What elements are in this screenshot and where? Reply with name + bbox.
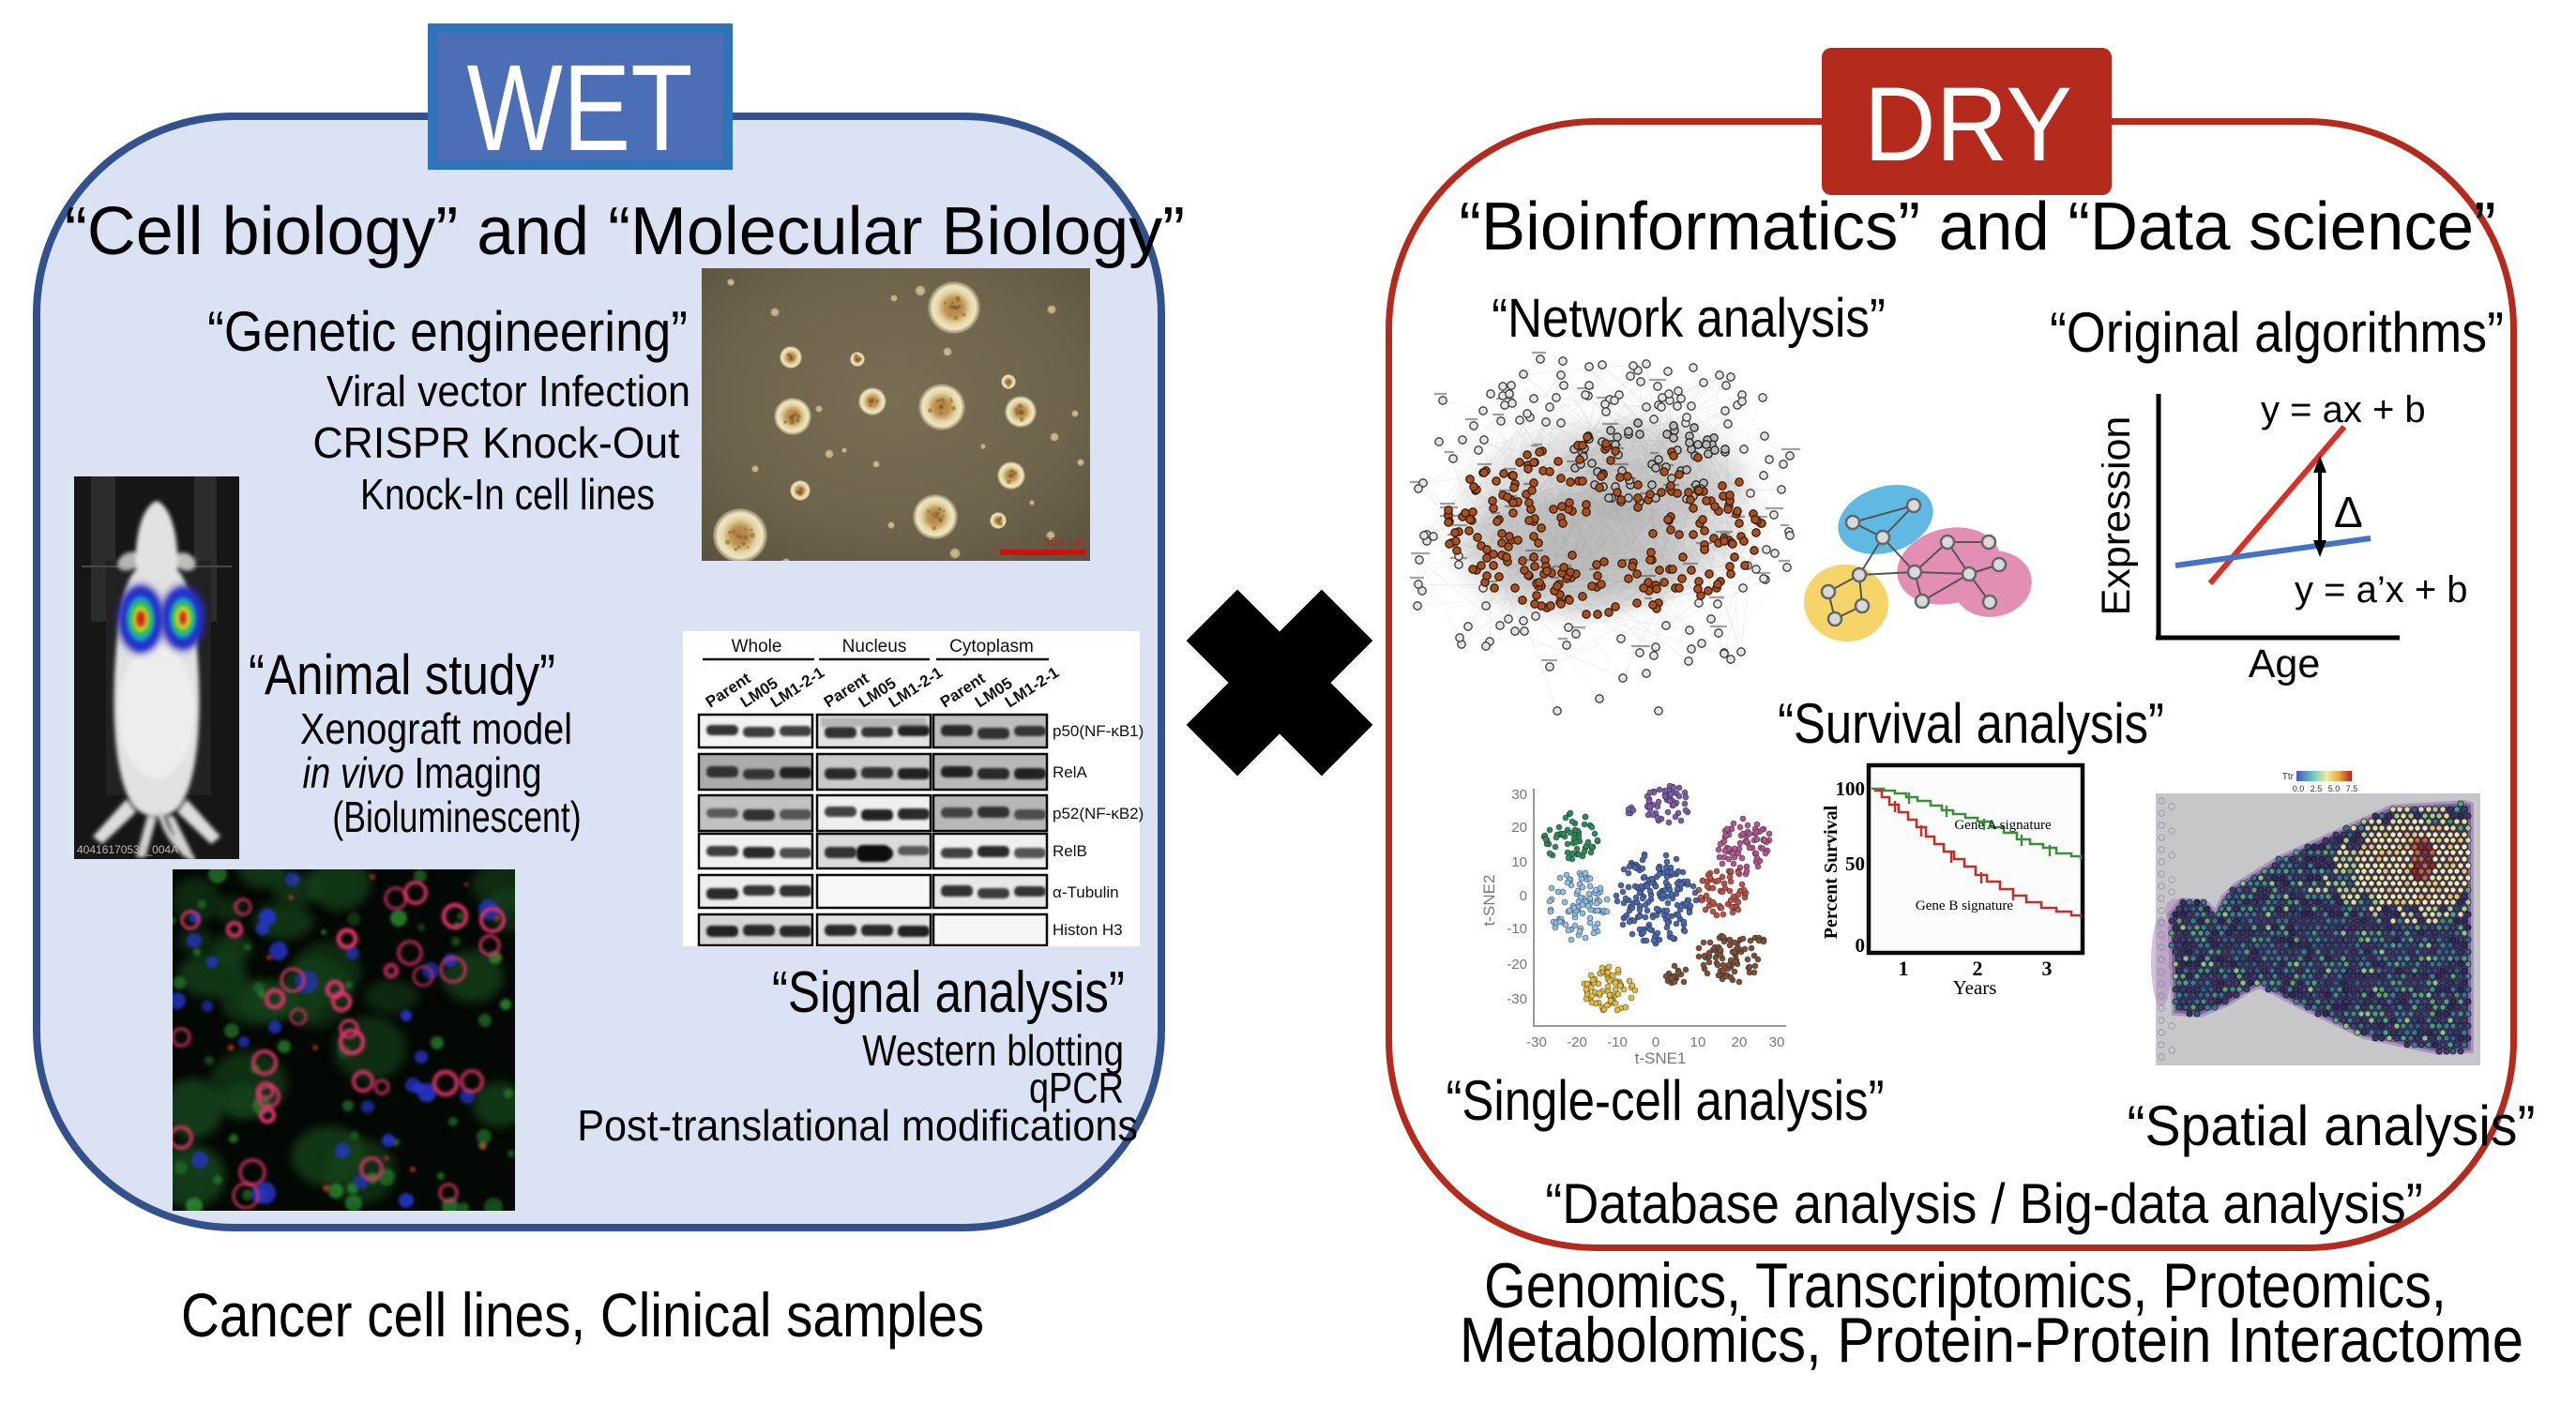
svg-text:3: 3 xyxy=(2042,957,2053,980)
svg-text:Gene A signature: Gene A signature xyxy=(1954,818,2052,833)
svg-text:Cytoplasm: Cytoplasm xyxy=(949,637,1034,656)
svg-text:30: 30 xyxy=(1769,1034,1785,1050)
svg-text:-30: -30 xyxy=(1507,991,1527,1007)
svg-text:-20: -20 xyxy=(1567,1034,1587,1050)
svg-text:2: 2 xyxy=(1973,957,1983,980)
svg-text:0: 0 xyxy=(1652,1034,1659,1050)
svg-text:RelA: RelA xyxy=(1053,763,1088,781)
svg-text:20: 20 xyxy=(1732,1034,1748,1050)
svg-text:Histon H3: Histon H3 xyxy=(1053,921,1123,939)
svg-text:Percent Survival: Percent Survival xyxy=(1821,805,1841,939)
svg-text:-10: -10 xyxy=(1507,921,1527,937)
svg-text:10: 10 xyxy=(1690,1034,1706,1050)
svg-text:y = ax + b: y = ax + b xyxy=(2261,389,2426,430)
svg-text:t-SNE1: t-SNE1 xyxy=(1635,1049,1687,1064)
svg-text:2.5: 2.5 xyxy=(2311,784,2323,793)
svg-text:40416170539_004A: 40416170539_004A xyxy=(77,843,178,856)
svg-text:-30: -30 xyxy=(1526,1034,1547,1050)
svg-text:1: 1 xyxy=(1899,957,1909,980)
svg-text:p50(NF-κB1): p50(NF-κB1) xyxy=(1053,722,1144,740)
svg-text:y = a’x + b: y = a’x + b xyxy=(2295,569,2468,611)
svg-text:500 um: 500 um xyxy=(1044,535,1084,549)
svg-text:RelB: RelB xyxy=(1053,842,1087,860)
svg-text:0: 0 xyxy=(1520,888,1527,904)
svg-text:Nucleus: Nucleus xyxy=(842,637,907,656)
svg-text:t-SNE2: t-SNE2 xyxy=(1482,875,1498,927)
svg-text:α-Tubulin: α-Tubulin xyxy=(1053,883,1119,901)
svg-text:Gene B signature: Gene B signature xyxy=(1916,898,2013,913)
svg-text:5.0: 5.0 xyxy=(2328,784,2341,793)
svg-text:Expression: Expression xyxy=(2101,416,2139,616)
svg-text:100: 100 xyxy=(1836,777,1866,800)
svg-text:Whole: Whole xyxy=(732,637,782,656)
svg-text:Ttr: Ttr xyxy=(2282,772,2295,782)
svg-text:Age: Age xyxy=(2249,641,2321,686)
svg-text:Years: Years xyxy=(1953,976,1997,999)
svg-text:7.5: 7.5 xyxy=(2346,784,2358,793)
svg-text:0.0: 0.0 xyxy=(2293,784,2305,793)
svg-text:30: 30 xyxy=(1511,787,1527,803)
svg-text:-20: -20 xyxy=(1507,957,1527,973)
svg-text:20: 20 xyxy=(1511,820,1527,836)
svg-text:p52(NF-κB2): p52(NF-κB2) xyxy=(1053,805,1144,822)
svg-text:-10: -10 xyxy=(1607,1034,1628,1050)
svg-text:Δ: Δ xyxy=(2334,488,2363,536)
svg-text:0: 0 xyxy=(1856,934,1866,957)
svg-text:50: 50 xyxy=(1845,852,1865,875)
svg-text:10: 10 xyxy=(1511,854,1527,870)
